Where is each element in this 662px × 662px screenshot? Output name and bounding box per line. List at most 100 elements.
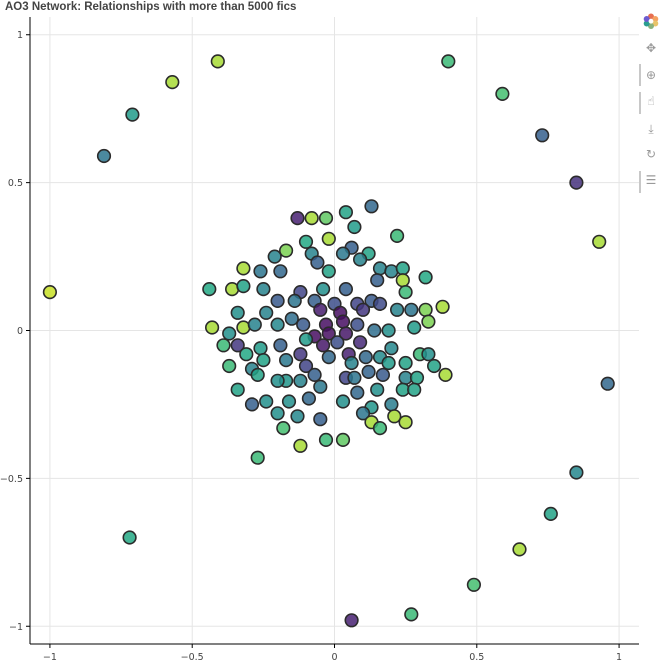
network-node[interactable]	[304, 211, 319, 226]
network-node[interactable]	[338, 282, 354, 297]
network-node[interactable]	[287, 293, 302, 309]
network-node[interactable]	[407, 382, 422, 397]
network-node[interactable]	[355, 406, 371, 421]
box-zoom-tool-icon[interactable]: ⊕	[645, 68, 657, 82]
network-node[interactable]	[273, 338, 288, 353]
network-node[interactable]	[313, 302, 328, 317]
network-node[interactable]	[270, 317, 285, 332]
network-node[interactable]	[222, 326, 237, 341]
network-node[interactable]	[421, 314, 436, 329]
network-node[interactable]	[370, 382, 385, 397]
network-node[interactable]	[253, 341, 268, 356]
network-node[interactable]	[512, 542, 527, 557]
network-node[interactable]	[253, 264, 268, 279]
network-node[interactable]	[466, 577, 482, 592]
network-node[interactable]	[364, 199, 379, 214]
network-node[interactable]	[335, 246, 351, 261]
network-node[interactable]	[236, 261, 251, 276]
network-node[interactable]	[216, 338, 231, 353]
network-node[interactable]	[125, 107, 140, 122]
network-node[interactable]	[375, 367, 391, 383]
network-node[interactable]	[338, 326, 354, 341]
network-node[interactable]	[592, 234, 607, 249]
network-node[interactable]	[543, 506, 558, 522]
network-node[interactable]	[42, 285, 58, 300]
network-node[interactable]	[239, 347, 254, 362]
network-node[interactable]	[381, 323, 396, 338]
network-node[interactable]	[372, 296, 388, 312]
network-node[interactable]	[384, 264, 399, 279]
network-node[interactable]	[404, 607, 419, 622]
network-node[interactable]	[358, 350, 373, 365]
network-node[interactable]	[273, 264, 288, 279]
network-node[interactable]	[276, 421, 291, 436]
network-node[interactable]	[344, 355, 359, 371]
network-node[interactable]	[236, 279, 251, 294]
network-node[interactable]	[569, 465, 584, 480]
network-node[interactable]	[290, 409, 305, 424]
network-node[interactable]	[427, 358, 442, 374]
network-node[interactable]	[335, 394, 351, 409]
network-node[interactable]	[222, 358, 237, 374]
network-node[interactable]	[353, 252, 368, 267]
network-node[interactable]	[390, 228, 405, 243]
network-node[interactable]	[407, 320, 422, 335]
network-node[interactable]	[338, 205, 354, 220]
network-node[interactable]	[372, 421, 388, 436]
network-node[interactable]	[347, 370, 362, 385]
network-node[interactable]	[367, 323, 382, 338]
network-node[interactable]	[313, 412, 328, 427]
network-node[interactable]	[293, 438, 308, 453]
network-node[interactable]	[398, 415, 413, 430]
network-node[interactable]	[384, 397, 399, 412]
network-node[interactable]	[495, 86, 510, 101]
network-node[interactable]	[270, 293, 285, 309]
network-node[interactable]	[350, 385, 365, 400]
network-node[interactable]	[316, 338, 331, 353]
network-node[interactable]	[290, 211, 305, 226]
network-node[interactable]	[96, 148, 112, 164]
network-node[interactable]	[298, 332, 314, 347]
network-node[interactable]	[256, 282, 271, 297]
network-node[interactable]	[421, 347, 436, 362]
network-node[interactable]	[355, 302, 371, 317]
network-node[interactable]	[335, 314, 351, 329]
network-node[interactable]	[284, 311, 299, 326]
network-node[interactable]	[330, 335, 345, 350]
network-node[interactable]	[372, 261, 388, 276]
network-node[interactable]	[256, 353, 271, 368]
network-node[interactable]	[321, 326, 336, 341]
network-node[interactable]	[404, 302, 419, 317]
network-node[interactable]	[335, 432, 351, 448]
network-node[interactable]	[318, 211, 334, 226]
network-node[interactable]	[418, 270, 433, 285]
network-node[interactable]	[313, 379, 328, 394]
network-node[interactable]	[398, 355, 413, 371]
network-node[interactable]	[395, 261, 410, 276]
network-node[interactable]	[321, 350, 336, 365]
network-node[interactable]	[298, 234, 314, 249]
network-node[interactable]	[293, 347, 308, 362]
network-node[interactable]	[310, 255, 325, 270]
network-node[interactable]	[321, 231, 336, 246]
network-node[interactable]	[600, 376, 615, 391]
network-node[interactable]	[279, 243, 294, 258]
network-node[interactable]	[281, 394, 297, 409]
network-node[interactable]	[236, 320, 251, 335]
nodes[interactable]	[42, 54, 615, 628]
network-node[interactable]	[318, 432, 334, 448]
network-node[interactable]	[344, 613, 359, 628]
network-node[interactable]	[301, 391, 317, 406]
network-node[interactable]	[230, 338, 245, 353]
network-node[interactable]	[122, 530, 137, 545]
network-node[interactable]	[347, 219, 362, 235]
hover-tool-icon[interactable]: ☰	[645, 173, 657, 187]
network-node[interactable]	[361, 364, 376, 380]
network-node[interactable]	[390, 302, 405, 317]
network-node[interactable]	[205, 320, 220, 335]
network-node[interactable]	[270, 373, 285, 388]
network-node[interactable]	[165, 74, 180, 90]
network-node[interactable]	[247, 317, 262, 332]
network-node[interactable]	[321, 264, 336, 279]
